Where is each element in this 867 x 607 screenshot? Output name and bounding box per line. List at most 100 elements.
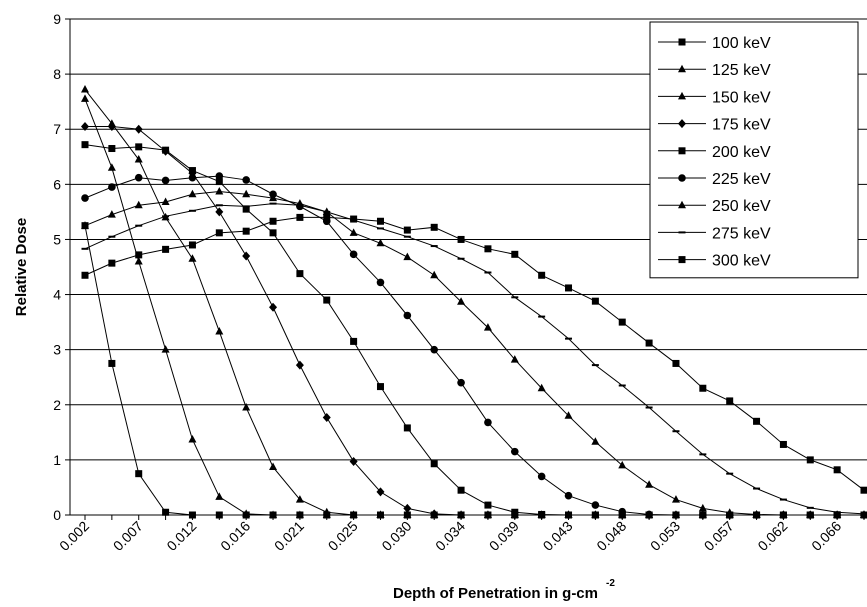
- data-point: [188, 241, 196, 249]
- data-point: [81, 94, 89, 102]
- data-point: [269, 217, 277, 225]
- data-point: [564, 411, 573, 419]
- x-axis-title: Depth of Penetration in g-cm: [393, 585, 598, 602]
- data-point: [349, 250, 358, 259]
- data-point: [242, 509, 251, 517]
- data-point: [618, 460, 627, 469]
- data-point: [698, 503, 707, 512]
- data-point: [376, 510, 385, 518]
- data-point: [188, 189, 197, 198]
- x-tick-label: 0.002: [56, 518, 92, 554]
- y-tick-label: 4: [53, 287, 61, 303]
- data-point: [242, 189, 251, 198]
- data-point: [322, 412, 331, 422]
- data-point: [806, 456, 814, 464]
- x-tick-label: 0.053: [647, 518, 683, 554]
- data-point: [349, 228, 358, 236]
- data-point: [269, 302, 278, 312]
- x-tick-label: 0.025: [325, 518, 361, 554]
- data-point: [376, 217, 384, 225]
- data-point: [134, 256, 143, 265]
- legend-label: 175 keV: [712, 117, 771, 134]
- data-point: [135, 470, 143, 478]
- data-point: [537, 383, 546, 392]
- x-tick-label: 0.030: [378, 518, 414, 554]
- legend-label: 225 keV: [712, 171, 771, 188]
- data-point: [161, 176, 170, 185]
- legend-marker: [678, 91, 686, 100]
- data-point: [323, 213, 331, 221]
- data-point: [591, 297, 599, 305]
- data-point: [350, 215, 358, 223]
- data-point: [188, 173, 197, 182]
- data-point: [806, 510, 815, 518]
- data-point: [538, 271, 546, 279]
- data-point: [430, 223, 438, 231]
- data-point: [726, 397, 734, 405]
- series-line: [84, 203, 865, 515]
- data-point: [430, 509, 439, 519]
- data-point: [295, 360, 304, 370]
- data-point: [242, 403, 251, 411]
- data-point: [457, 510, 466, 520]
- data-point: [134, 124, 143, 134]
- data-point: [134, 173, 143, 182]
- data-point: [269, 229, 277, 237]
- data-point: [403, 510, 412, 518]
- data-point: [564, 491, 573, 500]
- data-point: [537, 472, 546, 481]
- x-tick-label: 0.034: [432, 518, 468, 554]
- data-point: [403, 424, 411, 432]
- legend-marker: [678, 119, 686, 129]
- x-tick-label: 0.066: [808, 518, 844, 554]
- data-point: [81, 221, 89, 229]
- data-point: [242, 227, 250, 235]
- legend-marker: [678, 147, 686, 155]
- data-point: [672, 359, 680, 367]
- data-point: [296, 270, 304, 278]
- legend-marker: [678, 256, 686, 264]
- data-point: [161, 197, 170, 205]
- data-point: [188, 434, 197, 443]
- data-point: [779, 510, 788, 518]
- data-point: [81, 194, 89, 202]
- data-point: [457, 235, 465, 243]
- data-point: [108, 259, 116, 267]
- y-tick-label: 7: [53, 121, 61, 137]
- data-point: [591, 501, 600, 509]
- legend-marker: [678, 200, 686, 209]
- data-point: [457, 486, 465, 494]
- x-tick-label: 0.012: [163, 518, 199, 554]
- data-point: [323, 296, 331, 304]
- data-point: [269, 193, 278, 202]
- y-tick-label: 3: [53, 342, 61, 358]
- data-point: [833, 510, 842, 518]
- data-point: [349, 510, 358, 518]
- data-point: [430, 460, 438, 468]
- y-tick-label: 6: [53, 176, 61, 192]
- data-point: [376, 383, 384, 391]
- legend-label: 100 keV: [712, 35, 771, 52]
- data-point: [81, 85, 89, 93]
- data-point: [188, 511, 196, 519]
- data-point: [833, 466, 841, 474]
- data-point: [215, 492, 224, 500]
- data-point: [484, 501, 492, 509]
- data-point: [135, 251, 143, 259]
- data-point: [108, 359, 116, 367]
- legend-label: 150 keV: [712, 89, 771, 106]
- data-point: [565, 284, 573, 292]
- data-point: [322, 507, 331, 516]
- x-tick-label: 0.039: [486, 518, 522, 554]
- data-point: [295, 510, 304, 518]
- data-point: [699, 511, 707, 519]
- data-point: [403, 503, 412, 513]
- x-tick-label: 0.021: [271, 518, 307, 554]
- data-point: [134, 155, 143, 163]
- series-line: [84, 190, 864, 516]
- data-point: [752, 509, 761, 518]
- data-point: [215, 229, 223, 237]
- data-point: [296, 213, 304, 221]
- y-axis-title: Relative Dose: [13, 218, 30, 316]
